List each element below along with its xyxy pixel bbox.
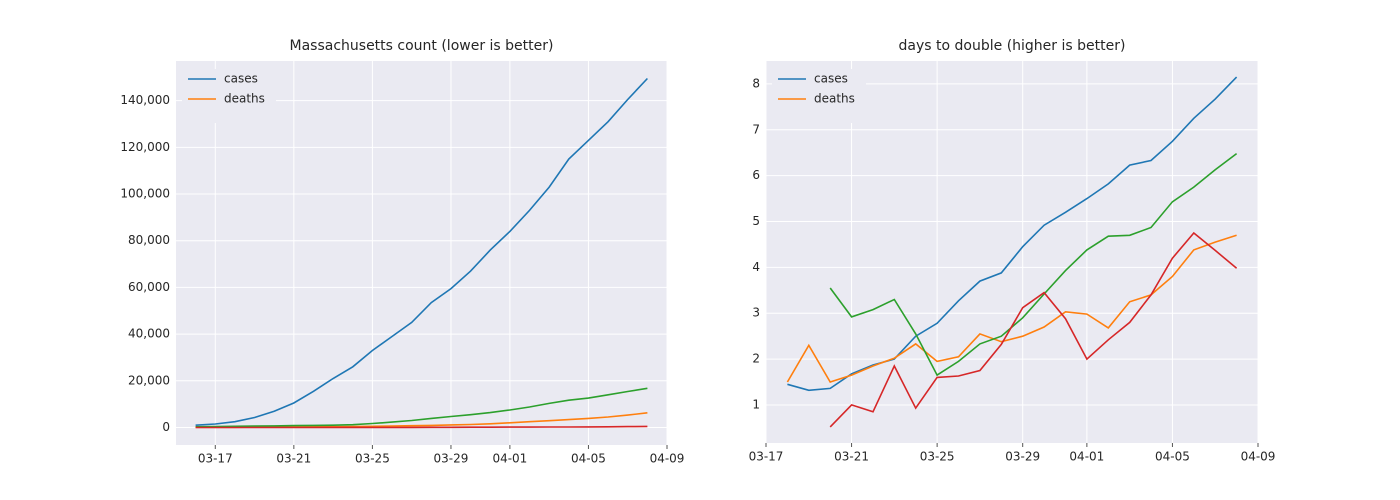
y-tick-label: 40,000 bbox=[128, 327, 170, 341]
x-tick-label: 03-17 bbox=[749, 450, 784, 464]
x-tick-label: 04-09 bbox=[650, 452, 685, 466]
x-tick-label: 04-01 bbox=[1069, 450, 1104, 464]
chart-title: days to double (higher is better) bbox=[899, 38, 1126, 54]
chart: Massachusetts count (lower is better) 0 20… bbox=[120, 38, 684, 466]
legend-label: cases bbox=[814, 72, 848, 86]
legend-box bbox=[772, 69, 866, 123]
y-tick-label: 8 bbox=[752, 76, 760, 90]
series-line bbox=[786, 234, 1237, 383]
series-line bbox=[787, 76, 1238, 392]
series-line bbox=[195, 425, 648, 429]
legend-label: deaths bbox=[224, 92, 265, 106]
y-tick-label: 120,000 bbox=[120, 140, 170, 154]
y-tick-label: 60,000 bbox=[128, 280, 170, 294]
x-tick-label: 03-25 bbox=[355, 452, 390, 466]
series-line bbox=[829, 152, 1238, 377]
legend-label: cases bbox=[224, 72, 258, 86]
y-tick-label: 1 bbox=[752, 397, 760, 411]
legend: cases deaths bbox=[772, 69, 866, 123]
legend: cases deaths bbox=[182, 69, 276, 123]
x-tick-label: 03-21 bbox=[276, 452, 311, 466]
x-tick-label: 04-09 bbox=[1241, 450, 1276, 464]
x-tick-label: 04-05 bbox=[571, 452, 606, 466]
y-tick-label: 140,000 bbox=[120, 93, 170, 107]
y-tick-label: 80,000 bbox=[128, 233, 170, 247]
legend-box bbox=[182, 69, 276, 123]
x-tick-label: 03-17 bbox=[198, 452, 233, 466]
y-tick-label: 0 bbox=[162, 420, 170, 434]
y-tick-label: 20,000 bbox=[128, 373, 170, 387]
x-tick-label: 03-21 bbox=[834, 450, 869, 464]
y-tick-label: 4 bbox=[752, 260, 760, 274]
x-tick-label: 04-05 bbox=[1155, 450, 1190, 464]
y-tick-label: 100,000 bbox=[120, 187, 170, 201]
chart: days to double (higher is better) 1 2 3 4 5 6 7… bbox=[749, 38, 1276, 464]
x-tick-label: 03-29 bbox=[434, 452, 469, 466]
y-tick-label: 7 bbox=[752, 122, 760, 136]
series-line bbox=[829, 231, 1238, 428]
y-tick-label: 6 bbox=[752, 168, 760, 182]
x-tick-label: 03-29 bbox=[1005, 450, 1040, 464]
plot-area bbox=[766, 61, 1258, 443]
y-tick-label: 3 bbox=[752, 306, 760, 320]
chart-title: Massachusetts count (lower is better) bbox=[290, 38, 554, 54]
y-tick-label: 5 bbox=[752, 214, 760, 228]
series-line bbox=[195, 387, 648, 428]
x-tick-label: 04-01 bbox=[492, 452, 527, 466]
x-tick-label: 03-25 bbox=[920, 450, 955, 464]
legend-label: deaths bbox=[814, 92, 855, 106]
series-line bbox=[195, 77, 648, 426]
y-tick-label: 2 bbox=[752, 352, 760, 366]
